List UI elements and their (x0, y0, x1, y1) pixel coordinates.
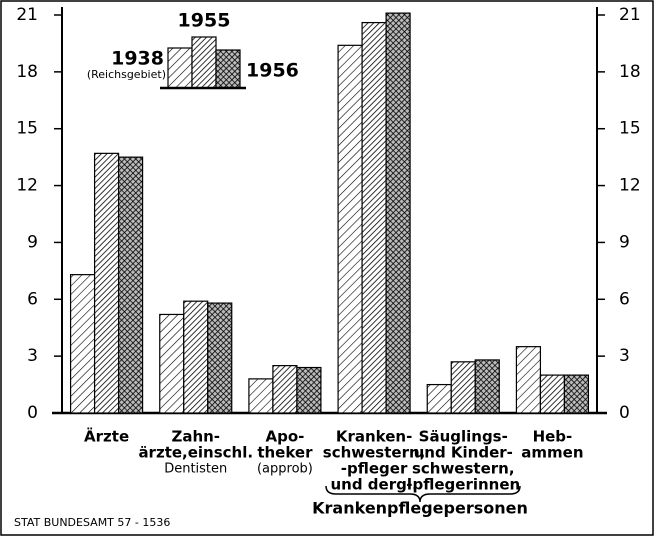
legend-label: 1955 (178, 10, 231, 32)
x-tick-label: und dergl. (330, 476, 417, 494)
bar (248, 378, 274, 414)
x-tick-label: Heb- (533, 428, 573, 446)
y-tick-label: 15 (16, 119, 38, 139)
x-tick-label: Dentisten (164, 462, 227, 477)
brace (325, 485, 521, 503)
bar (450, 361, 476, 414)
y-tick-label-right: 3 (619, 346, 630, 366)
x-tick-label: und Kinder- (414, 444, 513, 462)
bar (385, 12, 411, 414)
x-tick-label: ärzte,einschl. (138, 444, 253, 462)
bar (515, 346, 542, 414)
bar (117, 156, 144, 414)
bar (272, 365, 298, 414)
x-tick-label: theker (257, 444, 313, 462)
legend-label: 1938 (111, 48, 164, 70)
x-tick-label: Kranken- (336, 428, 412, 446)
y-tick-label-right: 21 (619, 5, 641, 25)
y-tick-label-right: 6 (619, 289, 630, 309)
y-tick-label: 12 (16, 176, 38, 196)
bar (93, 152, 120, 414)
x-tick-label: schwestern, (323, 444, 426, 462)
legend-swatch (167, 47, 193, 89)
bar (361, 21, 387, 414)
y-tick-label-right: 15 (619, 119, 641, 139)
bar (539, 374, 566, 414)
bar (183, 300, 209, 414)
y-tick-label: 18 (16, 62, 38, 82)
bar (207, 302, 233, 414)
bar (563, 374, 590, 414)
y-tick-label-right: 18 (619, 62, 641, 82)
source: STAT BUNDESAMT 57 - 1536 (14, 516, 170, 529)
bar (296, 366, 322, 414)
legend-label: 1956 (246, 60, 299, 82)
x-tick-label: Apo- (265, 428, 304, 446)
bar (474, 359, 500, 414)
y-tick-label: 9 (27, 232, 38, 252)
x-tick-label: Säuglings- (419, 428, 508, 446)
x-tick-label: ammen (521, 444, 583, 462)
bar (159, 313, 185, 414)
y-tick-label-right: 12 (619, 176, 641, 196)
y-tick-label: 21 (16, 5, 38, 25)
y-tick-label: 0 (27, 403, 38, 423)
y-tick-label: 3 (27, 346, 38, 366)
x-tick-label: -pflegerinnen (406, 476, 520, 494)
y-tick-label-right: 9 (619, 232, 630, 252)
x-tick-label: Zahn- (171, 428, 220, 446)
y-tick-label-right: 0 (619, 403, 630, 423)
x-tick-label: Ärzte (84, 427, 129, 446)
x-tick-label: -pfleger (341, 460, 408, 478)
x-tick-label: schwestern, (412, 460, 515, 478)
legend-swatch (215, 49, 241, 89)
y-tick-label: 6 (27, 289, 38, 309)
bar (69, 274, 96, 414)
bar (337, 44, 363, 414)
x-tick-label: (approb) (257, 462, 313, 477)
legend-note: (Reichsgebiet) (87, 68, 166, 81)
bar (426, 383, 452, 414)
legend-swatch (191, 36, 217, 89)
group-label: Krankenpflegepersonen (312, 499, 528, 518)
